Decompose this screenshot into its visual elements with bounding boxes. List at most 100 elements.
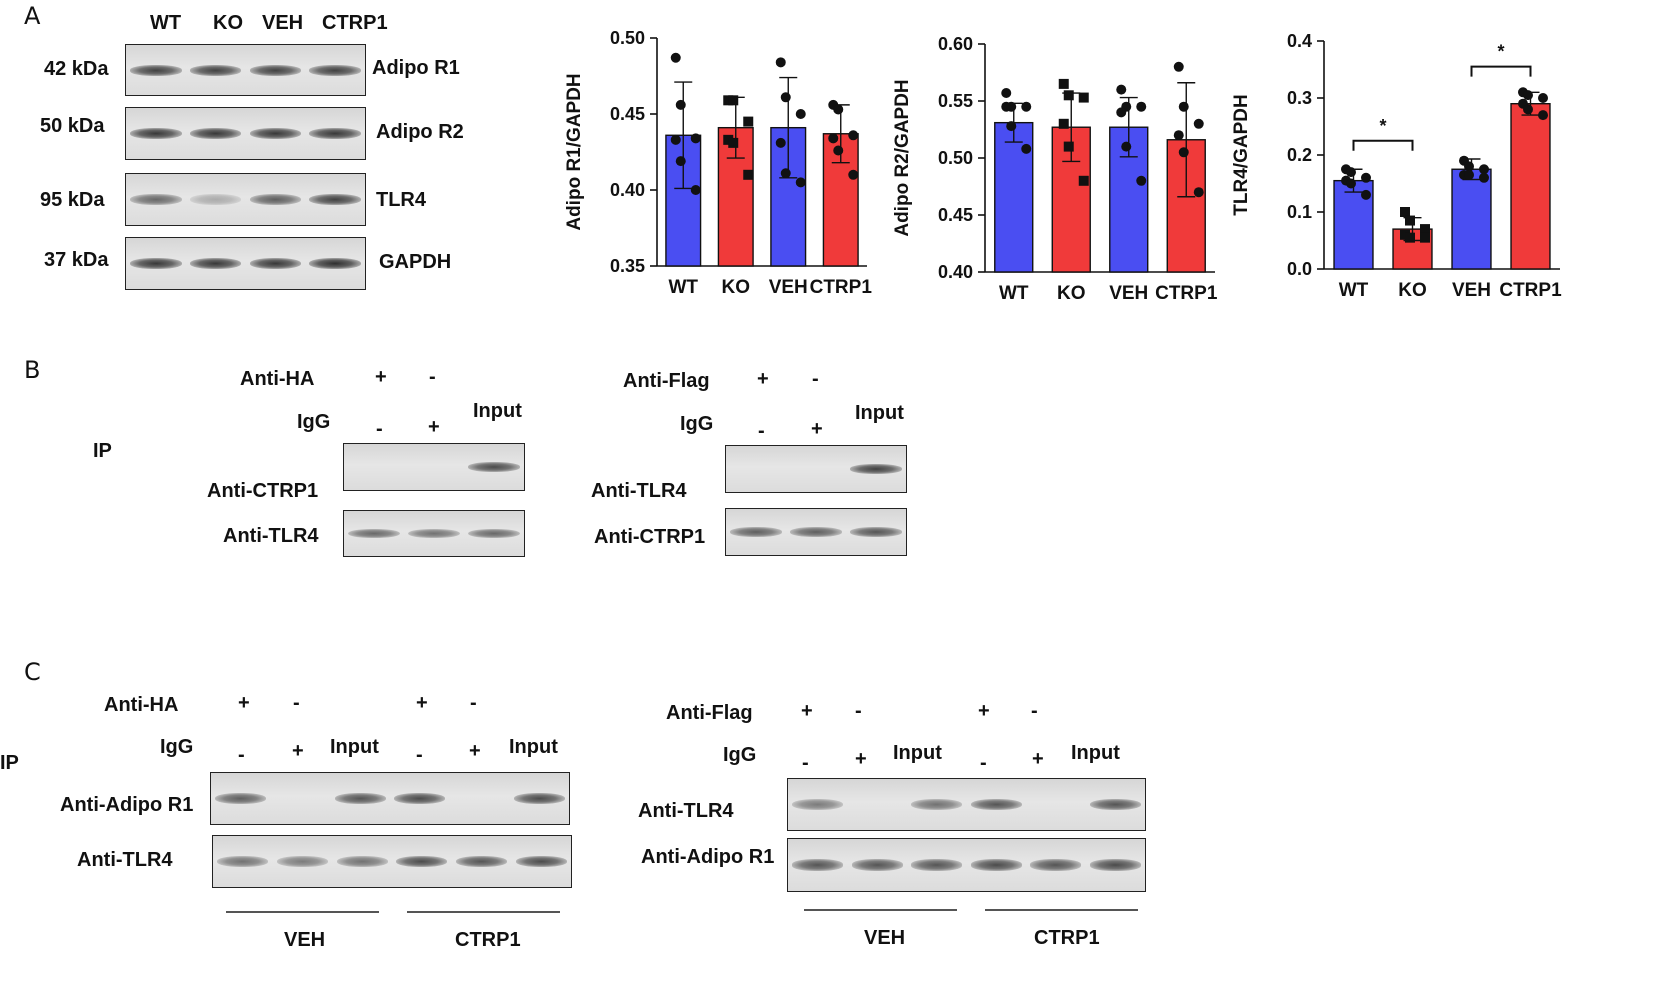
- blot-band: [394, 792, 446, 805]
- x-tick-label: CTRP1: [1155, 283, 1218, 304]
- data-point: [1058, 118, 1069, 129]
- blot-band: [851, 859, 903, 871]
- blot-b-left-row1: [343, 443, 525, 491]
- input-label: Input: [893, 742, 942, 764]
- y-tick-label: 0.55: [938, 91, 973, 111]
- anti-flag-label: Anti-Flag: [623, 370, 710, 392]
- row-label: Anti-Adipo R1: [60, 794, 194, 816]
- group-underline: [985, 909, 1138, 911]
- bar: [1510, 102, 1551, 270]
- group-label-ctrp1: CTRP1: [455, 929, 521, 951]
- blot-band: [189, 193, 242, 206]
- data-point: [775, 57, 786, 68]
- blot-c-right-row1: [787, 778, 1146, 831]
- sign-label: +: [428, 416, 440, 438]
- bar-chart-tlr4: 0.0 0.1 0.2 0.3 0.4 TLR4/GAPDH WT KO VEH CTRP1 * *: [1231, 31, 1562, 301]
- protein-label: TLR4: [376, 189, 426, 211]
- data-point: [690, 133, 701, 144]
- kda-label: 37 kDa: [44, 249, 109, 271]
- blot-band: [1030, 859, 1082, 871]
- igg-label: IgG: [680, 413, 714, 435]
- row-label: Anti-TLR4: [638, 800, 734, 822]
- data-point: [1006, 121, 1017, 132]
- blot-band: [408, 528, 460, 539]
- sign-label: +: [811, 418, 823, 440]
- data-point: [780, 168, 791, 179]
- data-point: [828, 133, 839, 144]
- blot-band: [348, 528, 400, 539]
- panel-label-b: B: [24, 356, 41, 384]
- x-tick-label: VEH: [1109, 283, 1148, 304]
- data-point: [1523, 90, 1533, 101]
- y-tick-label: 0.3: [1287, 88, 1312, 108]
- blot-c-left-row2: [212, 835, 572, 888]
- x-tick-label: KO: [1398, 280, 1427, 301]
- blot-band: [189, 127, 242, 140]
- sign-label: -: [855, 700, 862, 722]
- sign-label: -: [470, 692, 477, 714]
- sign-label: -: [416, 744, 423, 766]
- data-point: [690, 185, 701, 195]
- y-axis-label: Adipo R1/GAPDH: [564, 73, 585, 230]
- blot-band: [468, 528, 520, 539]
- ip-label: IP: [93, 440, 112, 462]
- data-point: [848, 130, 859, 141]
- sign-label: +: [1032, 748, 1044, 770]
- row-label: Anti-Adipo R1: [641, 846, 775, 868]
- sign-label: -: [1031, 700, 1038, 722]
- data-point: [795, 177, 806, 188]
- group-underline: [407, 911, 560, 913]
- data-point: [675, 156, 686, 167]
- blot-band: [189, 257, 242, 270]
- data-point: [1058, 78, 1069, 89]
- y-tick-label: 0.45: [610, 104, 645, 124]
- y-tick-label: 0.50: [610, 28, 645, 48]
- sign-label: +: [978, 700, 990, 722]
- data-point: [1346, 178, 1356, 189]
- significance-label: *: [1497, 42, 1504, 62]
- data-point: [1479, 172, 1489, 183]
- data-point: [670, 134, 681, 145]
- kda-label: 50 kDa: [40, 115, 105, 137]
- data-point: [743, 116, 754, 127]
- x-tick-label: KO: [1057, 283, 1086, 304]
- sign-label: +: [238, 692, 250, 714]
- data-point: [1063, 90, 1074, 101]
- sign-label: +: [416, 692, 428, 714]
- y-axis-label: TLR4/GAPDH: [1231, 94, 1252, 215]
- blot-band: [249, 257, 302, 270]
- blot-band: [1089, 859, 1141, 871]
- sign-label: -: [802, 752, 809, 774]
- blot-band: [513, 792, 565, 805]
- blot-band: [850, 526, 902, 538]
- data-point: [1078, 92, 1089, 103]
- data-point: [728, 95, 739, 106]
- data-point: [1136, 175, 1147, 186]
- lane-label-veh: VEH: [262, 12, 304, 34]
- data-point: [833, 104, 844, 115]
- y-tick-label: 0.35: [610, 256, 645, 276]
- sign-label: -: [429, 366, 436, 388]
- blot-band: [730, 526, 782, 538]
- data-point: [1001, 101, 1012, 112]
- blot-adipo-r2: [125, 107, 366, 160]
- bar-chart-adipo-r2: 0.40 0.45 0.50 0.55 0.60 Adipo R2/GAPDH WT KO VE…: [892, 34, 1218, 304]
- blot-band: [970, 859, 1022, 871]
- significance-bracket: [1352, 139, 1414, 151]
- data-point: [1464, 169, 1474, 180]
- input-label: Input: [473, 400, 522, 422]
- blot-band: [217, 855, 269, 868]
- data-point: [1173, 61, 1184, 72]
- blot-tlr4: [125, 173, 366, 226]
- blot-band: [189, 64, 242, 76]
- lane-label-ko: KO: [213, 12, 243, 34]
- x-tick-label: WT: [1339, 280, 1369, 301]
- y-tick-label: 0.0: [1287, 259, 1312, 279]
- y-tick-label: 0.60: [938, 34, 973, 54]
- anti-flag-label: Anti-Flag: [666, 702, 753, 724]
- blot-band: [468, 461, 520, 473]
- x-tick-label: CTRP1: [810, 277, 873, 298]
- blot-band: [850, 463, 902, 475]
- group-underline: [804, 909, 957, 911]
- data-point: [1078, 175, 1089, 186]
